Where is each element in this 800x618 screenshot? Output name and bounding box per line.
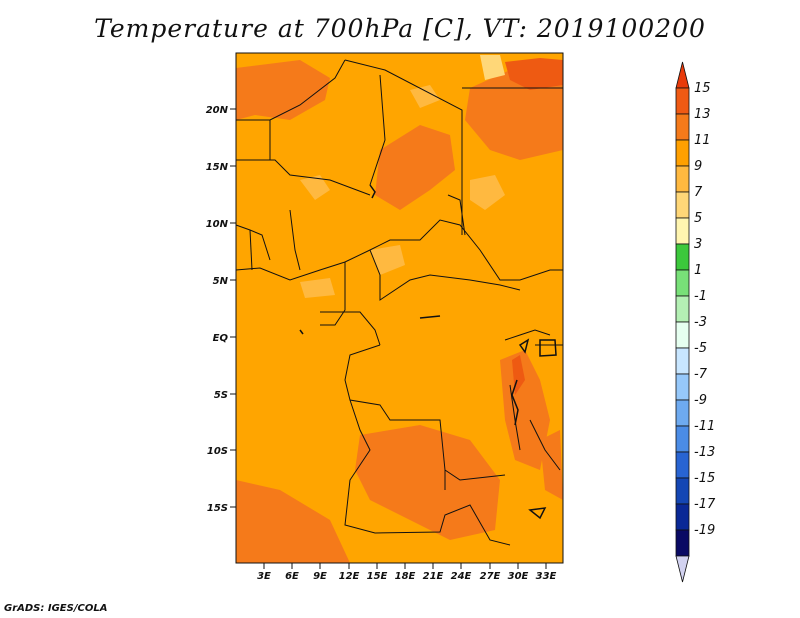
colorbar-segment: [675, 321, 690, 349]
colorbar-segment: [675, 113, 690, 141]
colorbar-segment: [675, 399, 690, 427]
colorbar-label: 7: [694, 185, 703, 200]
colorbar-label: 11: [694, 133, 711, 148]
lon-label: 12E: [339, 571, 360, 582]
colorbar-label: -5: [694, 341, 707, 356]
lat-axis: [230, 108, 236, 508]
colorbar-label: -1: [694, 289, 707, 304]
lon-labels: 3E 6E 9E 12E 15E 18E 21E 24E 27E 30E 33E: [257, 571, 556, 582]
lon-label: 18E: [395, 571, 416, 582]
lakes-coastline: [299, 184, 557, 520]
lon-label: 15E: [367, 571, 388, 582]
lon-label: 9E: [313, 571, 327, 582]
lon-label: 24E: [451, 571, 472, 582]
colorbar-segment: [675, 217, 690, 245]
lat-label: 10S: [207, 446, 228, 457]
colorbar-segment: [675, 425, 690, 453]
lat-label: 5N: [213, 276, 229, 287]
colorbar-segment: [675, 347, 690, 375]
colorbar-label: -13: [694, 445, 715, 460]
lat-label: 15N: [206, 162, 229, 173]
lon-label: 30E: [508, 571, 529, 582]
colorbar-label: 5: [694, 211, 702, 226]
colorbar-segment: [675, 269, 690, 297]
colorbar-label: 13: [694, 107, 711, 122]
colorbar-segment: [675, 191, 690, 219]
colorbar-label: -17: [694, 497, 716, 512]
lat-labels: 20N 15N 10N 5N EQ 5S 10S 15S: [206, 105, 229, 514]
colorbar-segment: [675, 477, 690, 505]
colorbar-arrow-top: [675, 61, 690, 89]
lat-label: 15S: [207, 503, 228, 514]
colorbar-labels: 15 13 11 9 7 5 3 1 -1 -3 -5 -7 -9 -11 -1…: [694, 81, 716, 538]
lon-label: 27E: [480, 571, 501, 582]
colorbar-arrow-bottom: [675, 555, 690, 583]
colorbar-segment: [675, 295, 690, 323]
grads-credit: GrADS: IGES/COLA: [4, 603, 108, 614]
chart-title: Temperature at 700hPa [C], VT: 201910020…: [94, 14, 706, 43]
temperature-field: [236, 55, 563, 563]
lat-label: 20N: [206, 105, 229, 116]
colorbar-label: 1: [694, 263, 702, 278]
colorbar-segment: [675, 165, 690, 193]
colorbar-label: -11: [694, 419, 715, 434]
colorbar-label: -15: [694, 471, 715, 486]
lon-axis: [263, 563, 547, 569]
lat-label: 5S: [214, 390, 228, 401]
lat-label: EQ: [213, 333, 229, 344]
lon-label: 33E: [536, 571, 557, 582]
colorbar: [675, 61, 690, 583]
map-frame: [235, 52, 564, 564]
colorbar-label: -3: [694, 315, 707, 330]
colorbar-label: -7: [694, 367, 708, 382]
lon-label: 3E: [257, 571, 271, 582]
lat-label: 10N: [206, 219, 229, 230]
colorbar-segment: [675, 243, 690, 271]
colorbar-segment: [675, 139, 690, 167]
colorbar-segment: [675, 87, 690, 115]
colorbar-label: 9: [694, 159, 702, 174]
colorbar-label: -9: [694, 393, 707, 408]
colorbar-label: 3: [694, 237, 702, 252]
colorbar-segment: [675, 373, 690, 401]
colorbar-segment: [675, 529, 690, 557]
lon-label: 6E: [285, 571, 299, 582]
colorbar-label: -19: [694, 523, 715, 538]
colorbar-label: 15: [694, 81, 711, 96]
lon-label: 21E: [423, 571, 444, 582]
country-borders: [235, 59, 563, 546]
colorbar-segment: [675, 451, 690, 479]
colorbar-segment: [675, 503, 690, 531]
